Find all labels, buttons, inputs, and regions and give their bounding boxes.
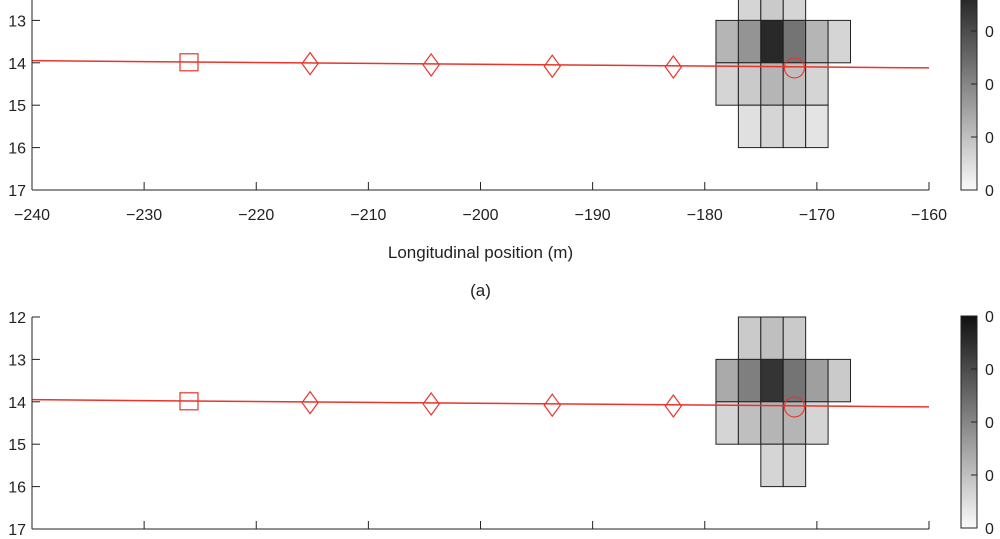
x-tick-label: −210 (350, 207, 386, 224)
heatmap-cell (782, 19, 807, 64)
heatmap-cell (760, 62, 784, 106)
panel-b: 12 13 14 15 16 17 0 0 0 0 0 (8, 309, 994, 539)
heatmap-cells (715, 316, 852, 488)
diamond-marker (543, 393, 562, 418)
heatmap-cells (715, 0, 852, 149)
x-tick-label: −230 (126, 207, 162, 224)
heatmap-cell (760, 443, 784, 488)
heatmap-cell (805, 401, 829, 445)
y-tick-label: 14 (8, 56, 26, 73)
heatmap-cell (737, 104, 762, 149)
heatmap-cell (715, 358, 739, 403)
heatmap-cell (782, 62, 807, 106)
y-tick-label: 15 (8, 437, 26, 454)
y-tick-label: 12 (8, 310, 26, 327)
y-tick-label: 16 (8, 480, 26, 497)
x-axis-label: Longitudinal position (m) (388, 243, 573, 262)
diamond-marker (664, 394, 683, 419)
heatmap-cell (715, 401, 739, 445)
diamond-marker (543, 54, 562, 79)
circle-marker (783, 57, 806, 79)
heatmap-cell (827, 19, 852, 64)
x-tick-label: −160 (911, 207, 947, 224)
heatmap-cell (760, 401, 784, 445)
x-tick-label: −180 (687, 207, 723, 224)
heatmap-cell (737, 62, 762, 106)
heatmap-cell (805, 104, 829, 149)
colorbar-tick-label: 0 (985, 415, 994, 432)
diamond-marker (422, 52, 440, 77)
heatmap-cell (805, 19, 829, 64)
x-tick-label: −240 (14, 207, 50, 224)
x-tick-label: −190 (575, 207, 611, 224)
caption: (a) (470, 281, 491, 300)
colorbar-tick-label: 0 (985, 309, 994, 326)
heatmap-cell (782, 104, 807, 149)
heatmap-cell (737, 0, 762, 21)
heatmap-cell (805, 62, 829, 106)
colorbar-tick-label: 0 (985, 77, 994, 94)
y-tick-label: 17 (8, 522, 26, 539)
colorbar-tick-label: 0 (985, 130, 994, 147)
heatmap-cell (737, 19, 762, 64)
heatmap-cell (760, 358, 784, 403)
colorbar-tick-label: 0 (985, 468, 994, 485)
heatmap-cell (782, 401, 807, 445)
x-tick-label: −220 (238, 207, 274, 224)
square-marker (179, 53, 199, 72)
circle-marker (783, 396, 806, 418)
trajectory-line (31, 398, 930, 408)
diamond-marker (301, 390, 319, 415)
y-tick-label: 17 (8, 183, 26, 200)
heatmap-cell (782, 443, 807, 488)
heatmap-cell (737, 358, 762, 403)
colorbar-tick-label: 0 (985, 521, 994, 538)
x-tick-label: −200 (462, 207, 498, 224)
heatmap-cell (737, 316, 762, 360)
y-tick-label: 13 (8, 13, 26, 30)
x-tick-label: −170 (799, 207, 835, 224)
heatmap-cell (760, 19, 784, 64)
colorbar: 0 0 0 0 0 (960, 309, 994, 538)
y-tick-label: 13 (8, 352, 26, 369)
heatmap-cell (782, 0, 807, 21)
diamond-marker (422, 391, 440, 416)
heatmap-cell (760, 0, 784, 21)
trajectory-line (31, 59, 930, 69)
colorbar-tick-label: 0 (985, 362, 994, 379)
square-marker (179, 392, 199, 411)
heatmap-cell (760, 316, 784, 360)
diamond-marker (664, 55, 683, 80)
heatmap-cell (805, 358, 829, 403)
heatmap-cell (737, 401, 762, 445)
heatmap-cell (715, 19, 739, 64)
panel-a: −240 −230 −220 −210 −200 −190 −180 −170 −160 13 14… (8, 0, 994, 300)
heatmap-cell (782, 316, 807, 360)
colorbar: 0 0 0 0 (960, 0, 994, 200)
y-tick-label: 14 (8, 395, 26, 412)
y-tick-label: 16 (8, 141, 26, 158)
diamond-marker (301, 51, 319, 76)
colorbar-tick-label: 0 (985, 24, 994, 41)
heatmap-cell (760, 104, 784, 149)
heatmap-cell (827, 358, 852, 403)
heatmap-cell (715, 62, 739, 106)
colorbar-bar (960, 0, 978, 191)
heatmap-cell (782, 358, 807, 403)
y-tick-label: 15 (8, 98, 26, 115)
colorbar-tick-label: 0 (985, 183, 994, 200)
